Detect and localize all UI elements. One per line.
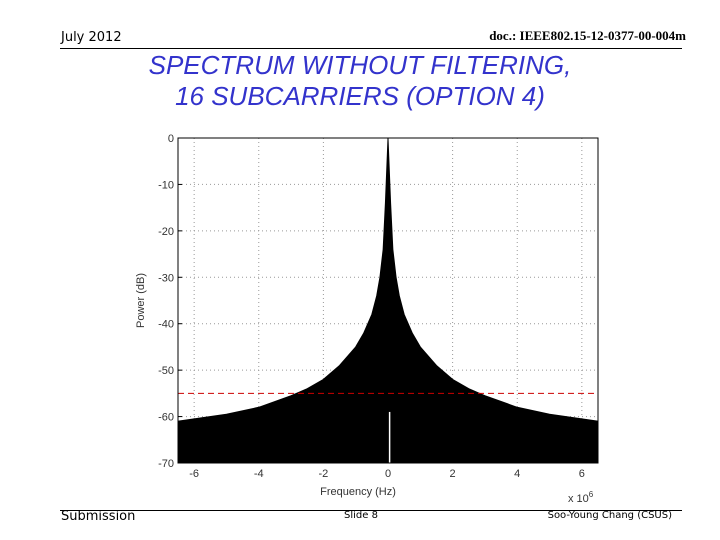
x-tick-label: 0 <box>385 468 391 480</box>
header-doc-id: doc.: IEEE802.15-12-0377-00-004m <box>489 28 686 43</box>
header-rule <box>60 48 682 49</box>
footer-author: Soo-Young Chang (CSUS) <box>547 510 672 521</box>
x-tick-label: 6 <box>579 468 585 480</box>
x-exponent-base: x 10 <box>568 493 589 505</box>
header-date: July 2012 <box>61 30 122 45</box>
y-axis-label: Power (dB) <box>135 273 147 328</box>
x-tick-label: -6 <box>189 468 199 480</box>
slide-title: SPECTRUM WITHOUT FILTERING, 16 SUBCARRIE… <box>100 50 620 112</box>
y-tick-label: -70 <box>158 458 174 470</box>
x-exponent-power: 6 <box>589 490 594 499</box>
y-tick-label: -60 <box>158 412 174 424</box>
y-tick-label: -20 <box>158 226 174 238</box>
x-tick-label: -2 <box>318 468 328 480</box>
axis-ticks: -6 -4 -2 0 2 4 60-10-20-30-40-50-60-70 <box>158 133 585 480</box>
spectrum-chart: -6 -4 -2 0 2 4 60-10-20-30-40-50-60-70 Power (… <box>135 133 599 505</box>
y-tick-label: 0 <box>168 133 174 145</box>
x-tick-label: 4 <box>514 468 520 480</box>
y-tick-label: -10 <box>158 179 174 191</box>
spectrum-data <box>177 137 599 464</box>
spectrum-envelope <box>177 137 599 464</box>
y-tick-label: -30 <box>158 272 174 284</box>
footer-slide-number: Slide 8 <box>344 510 378 521</box>
y-tick-label: -50 <box>158 365 174 377</box>
y-tick-label: -40 <box>158 319 174 331</box>
footer-submission: Submission <box>61 509 136 524</box>
footer-rule <box>60 510 682 511</box>
slide-title-line1: SPECTRUM WITHOUT FILTERING, <box>148 50 572 80</box>
x-axis-label: Frequency (Hz) <box>320 486 396 498</box>
x-tick-label: 2 <box>450 468 456 480</box>
slide-title-line2: 16 SUBCARRIERS (OPTION 4) <box>175 81 545 111</box>
x-axis-exponent: x 106 <box>568 490 594 505</box>
x-tick-label: -4 <box>254 468 264 480</box>
